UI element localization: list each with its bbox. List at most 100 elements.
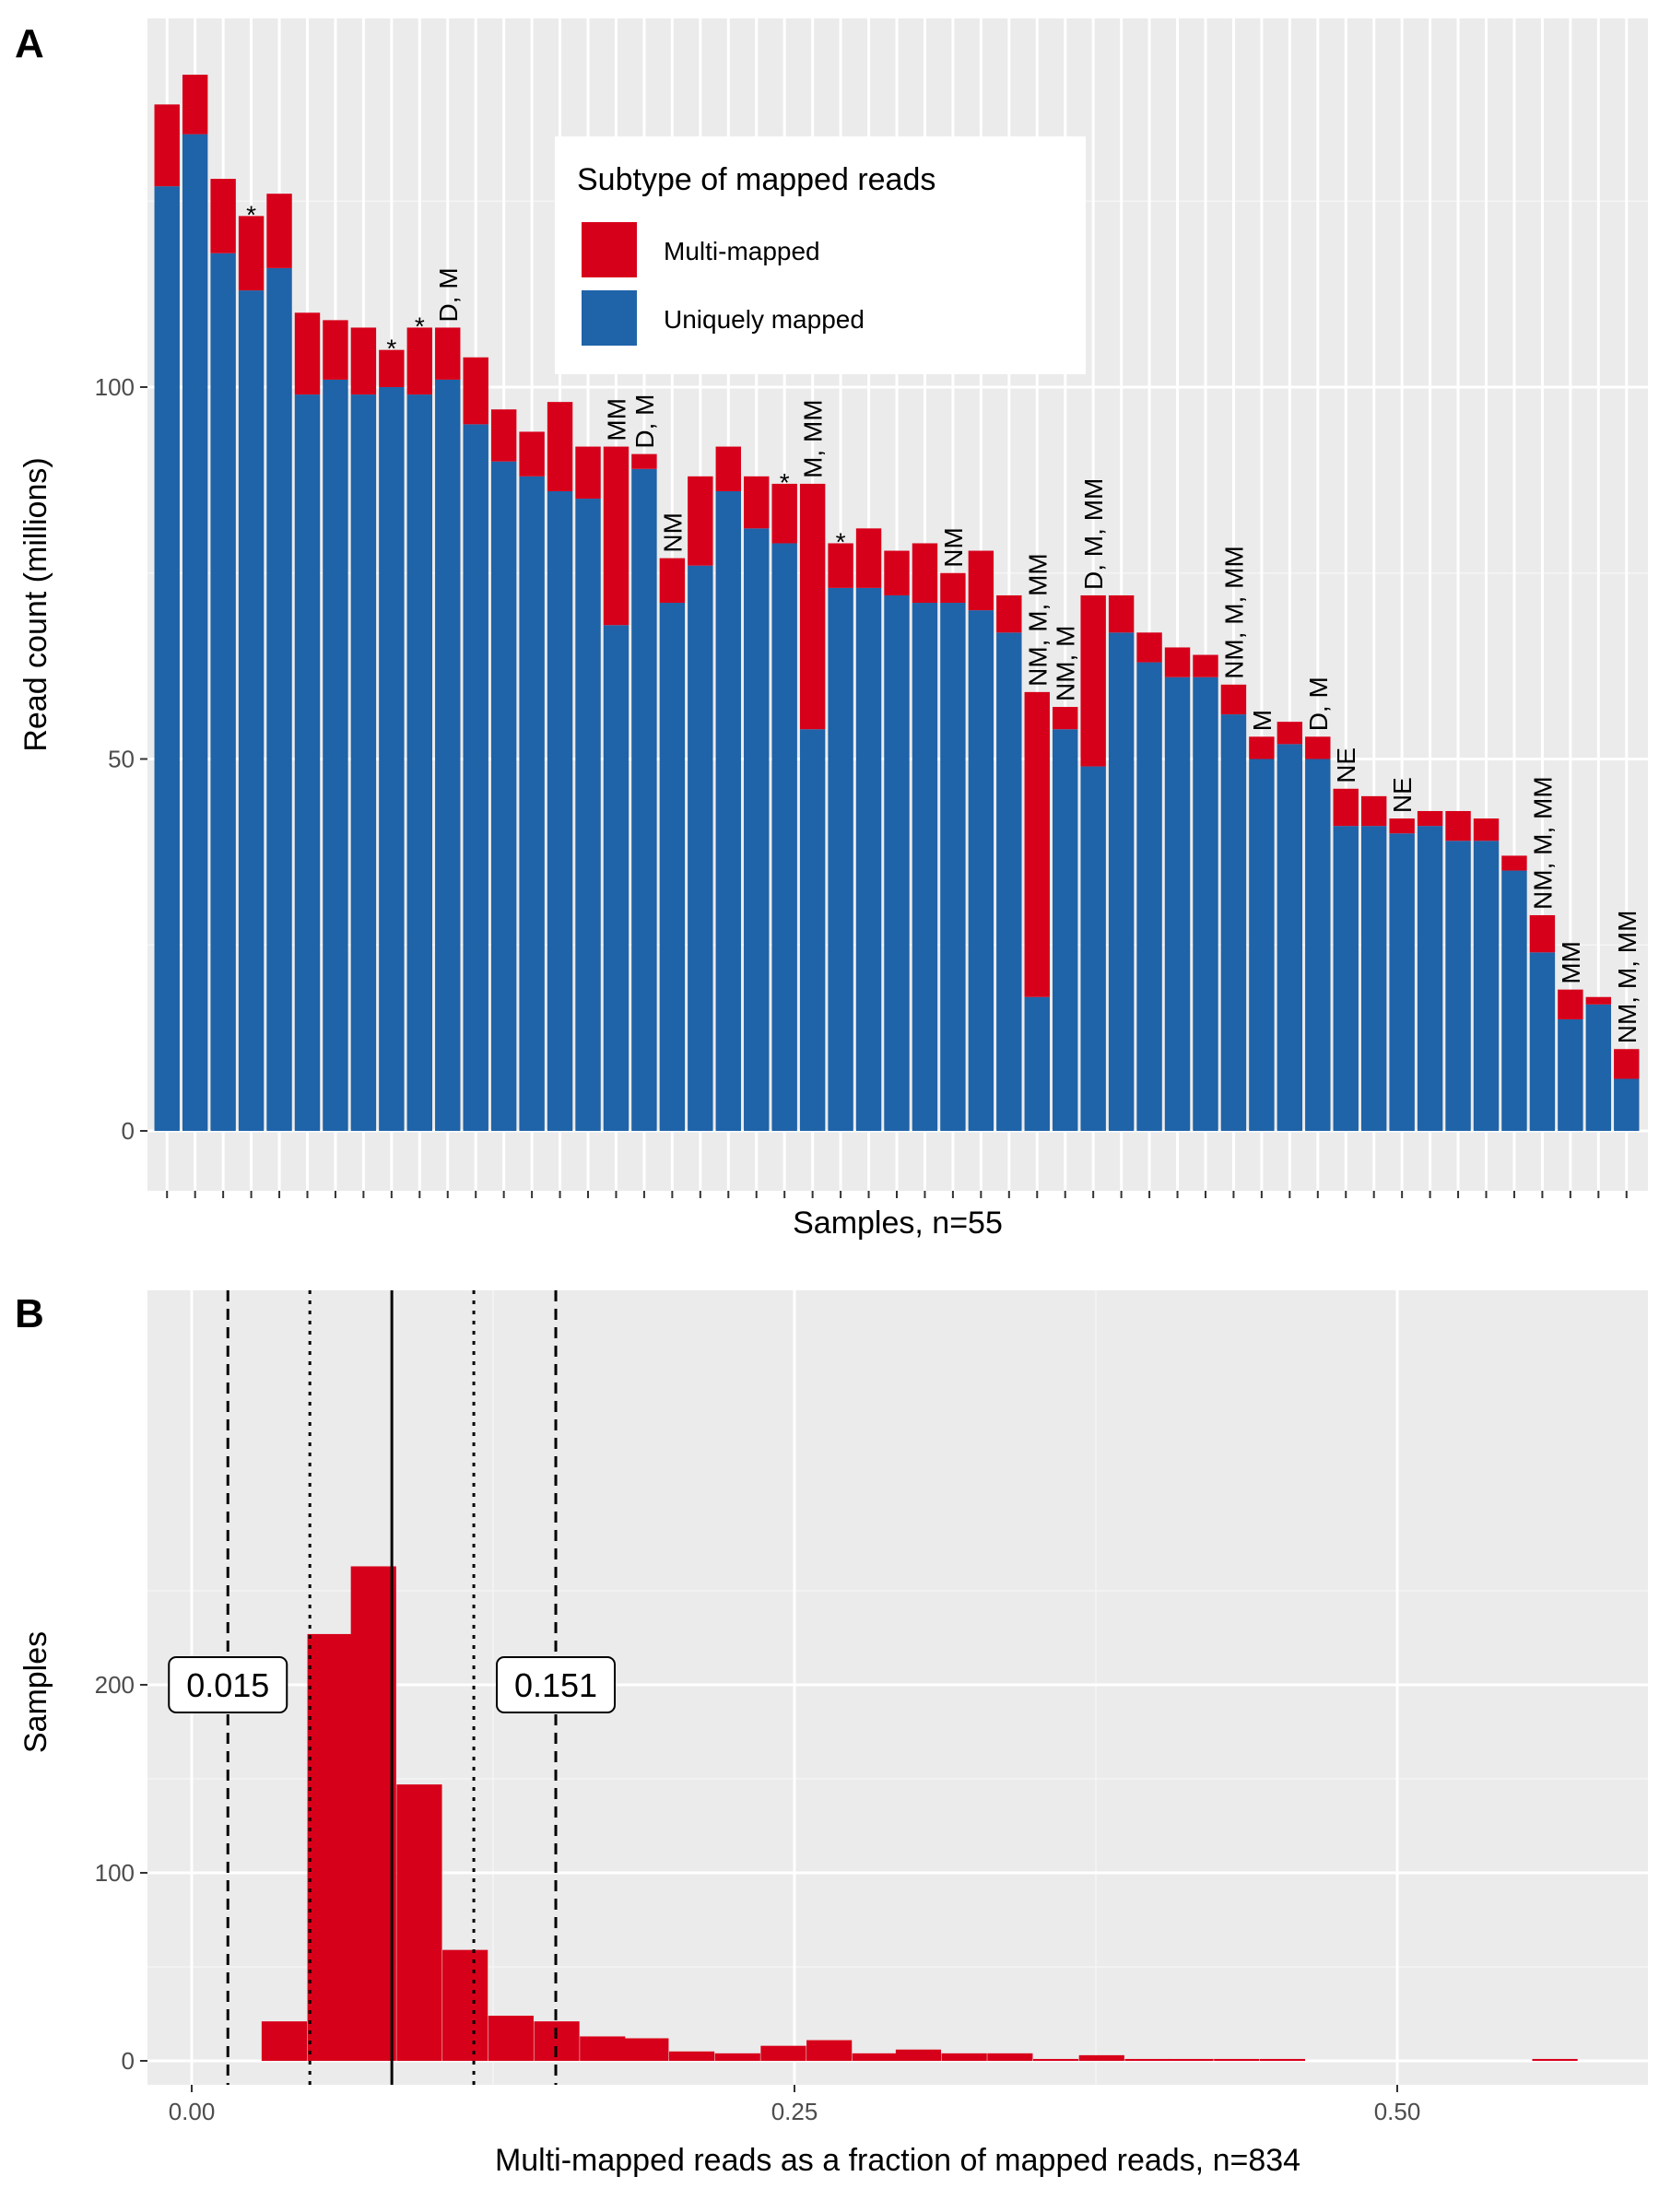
histogram-bar bbox=[1124, 2058, 1171, 2061]
bar-uniquely-mapped bbox=[238, 290, 265, 1132]
histogram-bar bbox=[895, 2049, 942, 2061]
bar-uniquely-mapped bbox=[1585, 1004, 1612, 1131]
bar-multi-mapped bbox=[406, 327, 433, 395]
panel-b-x-tick-label: 0.50 bbox=[1374, 2098, 1421, 2125]
bar-uniquely-mapped bbox=[603, 625, 629, 1131]
bar-multi-mapped bbox=[1473, 818, 1500, 841]
bar-multi-mapped bbox=[855, 528, 882, 588]
bar-multi-mapped bbox=[547, 402, 573, 491]
histogram-bar bbox=[350, 1566, 396, 2061]
bar-uniquely-mapped bbox=[547, 490, 573, 1131]
bar-annotation: NM, M, MM bbox=[1219, 546, 1248, 679]
bar-annotation: D, M bbox=[434, 267, 463, 322]
bar-multi-mapped bbox=[1193, 654, 1218, 677]
histogram-bar bbox=[1168, 2058, 1214, 2061]
panel-a-y-tick-label: 0 bbox=[122, 1117, 135, 1145]
bar-annotation: D, M bbox=[1304, 677, 1333, 731]
bar-uniquely-mapped bbox=[323, 379, 348, 1131]
bar-annotation: NM, M, MM bbox=[1528, 776, 1557, 910]
panel-b-ticks: 0 100 200 0.00 0.25 0.50 bbox=[95, 1671, 1421, 2125]
bar-uniquely-mapped bbox=[968, 610, 994, 1131]
bar-annotation: NM, M, MM bbox=[1023, 553, 1052, 687]
histogram-bar bbox=[1032, 2058, 1079, 2061]
value-label-box bbox=[496, 1656, 617, 1713]
bar-multi-mapped bbox=[912, 543, 938, 604]
bar-multi-mapped bbox=[603, 446, 629, 626]
bar-annotation: NE bbox=[1332, 747, 1360, 783]
bar-multi-mapped bbox=[182, 75, 208, 135]
bar-annotation: NM, M, MM bbox=[1613, 911, 1641, 1044]
bar-annotation: * bbox=[780, 468, 790, 497]
bar-uniquely-mapped bbox=[1445, 841, 1471, 1131]
bar-annotation: MM bbox=[1557, 941, 1585, 984]
legend-label-multi-mapped: Multi-mapped bbox=[664, 237, 820, 265]
bar-multi-mapped bbox=[1305, 736, 1331, 759]
bar-uniquely-mapped bbox=[659, 603, 686, 1131]
legend-title: Subtype of mapped reads bbox=[577, 162, 935, 197]
histogram-bar bbox=[488, 2016, 534, 2061]
bar-uniquely-mapped bbox=[1360, 826, 1387, 1131]
bar-uniquely-mapped bbox=[912, 603, 938, 1131]
bar-multi-mapped bbox=[1220, 684, 1247, 715]
bar-multi-mapped bbox=[1529, 914, 1556, 953]
histogram-bar bbox=[1259, 2058, 1306, 2061]
bar-multi-mapped bbox=[1024, 691, 1050, 997]
bar-uniquely-mapped bbox=[1108, 632, 1135, 1131]
panel-b-y-tick-label: 100 bbox=[95, 1859, 135, 1887]
bar-multi-mapped bbox=[210, 179, 236, 253]
histogram-bar bbox=[760, 2045, 806, 2061]
value-label-box bbox=[168, 1656, 288, 1713]
bar-multi-mapped bbox=[379, 349, 405, 387]
bar-multi-mapped bbox=[154, 104, 180, 187]
bar-uniquely-mapped bbox=[182, 134, 208, 1131]
bar-multi-mapped bbox=[1333, 788, 1359, 827]
bar-uniquely-mapped bbox=[210, 253, 236, 1131]
bar-uniquely-mapped bbox=[1529, 952, 1556, 1131]
bar-annotation: * bbox=[386, 335, 396, 363]
panel-b-histogram-bars bbox=[261, 1566, 1578, 2061]
panel-b-y-axis-title: Samples bbox=[18, 1631, 53, 1753]
histogram-bar bbox=[1078, 2054, 1124, 2061]
bar-annotation: NM, M bbox=[1052, 626, 1080, 701]
panel-a-y-tick-label: 100 bbox=[95, 373, 135, 401]
bar-multi-mapped bbox=[1053, 707, 1078, 730]
bar-uniquely-mapped bbox=[715, 490, 741, 1131]
legend-key-uniquely-mapped bbox=[580, 288, 639, 347]
bar-uniquely-mapped bbox=[940, 603, 966, 1131]
bar-uniquely-mapped bbox=[463, 424, 488, 1132]
bar-uniquely-mapped bbox=[1389, 833, 1415, 1131]
bar-uniquely-mapped bbox=[266, 267, 292, 1131]
bar-multi-mapped bbox=[1501, 855, 1527, 871]
panel-a-y-axis-title: Read count (millions) bbox=[18, 457, 53, 751]
bar-multi-mapped bbox=[266, 194, 292, 268]
bar-multi-mapped bbox=[435, 327, 461, 380]
bar-uniquely-mapped bbox=[1277, 744, 1303, 1131]
panel-b-x-tick-label: 0.25 bbox=[771, 2098, 818, 2125]
histogram-bar bbox=[941, 2053, 987, 2061]
bar-multi-mapped bbox=[1080, 594, 1106, 767]
bar-uniquely-mapped bbox=[1249, 759, 1275, 1131]
panel-a-x-axis-title: Samples, n=55 bbox=[793, 1206, 1003, 1241]
bar-annotation: * bbox=[836, 527, 846, 556]
bar-multi-mapped bbox=[715, 446, 741, 491]
bar-uniquely-mapped bbox=[884, 594, 910, 1131]
bar-uniquely-mapped bbox=[771, 543, 797, 1131]
bar-multi-mapped bbox=[350, 327, 377, 395]
histogram-bar bbox=[396, 1784, 442, 2061]
panel-b-x-axis-title: Multi-mapped reads as a fraction of mapp… bbox=[495, 2143, 1300, 2178]
bar-uniquely-mapped bbox=[1501, 870, 1527, 1131]
bar-multi-mapped bbox=[940, 572, 966, 604]
bar-uniquely-mapped bbox=[996, 632, 1022, 1131]
bar-uniquely-mapped bbox=[799, 729, 826, 1131]
histogram-bar bbox=[1214, 2058, 1260, 2061]
bar-uniquely-mapped bbox=[1220, 714, 1247, 1131]
bar-multi-mapped bbox=[1558, 989, 1583, 1019]
bar-multi-mapped bbox=[490, 409, 517, 462]
histogram-bar bbox=[668, 2051, 715, 2061]
bar-annotation: MM bbox=[602, 398, 630, 441]
bar-multi-mapped bbox=[1136, 632, 1162, 663]
bar-multi-mapped bbox=[1360, 795, 1387, 827]
bar-multi-mapped bbox=[771, 483, 797, 544]
bar-multi-mapped bbox=[1389, 818, 1415, 834]
